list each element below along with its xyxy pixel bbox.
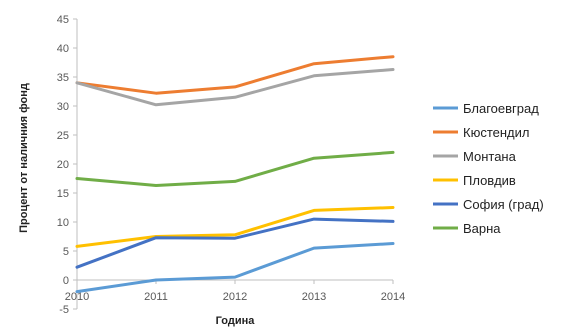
series-lines <box>75 55 395 294</box>
x-tick-label: 2011 <box>144 291 168 303</box>
series-line <box>75 206 395 248</box>
y-tick-label: 15 <box>57 188 69 200</box>
y-tick-label: 5 <box>63 246 69 258</box>
y-axis-tick-labels: -5 0 5 10 15 20 25 30 35 40 45 <box>57 14 69 316</box>
y-tick-label: 20 <box>57 159 69 171</box>
series-line <box>75 242 395 294</box>
y-tick-label: -5 <box>59 304 69 316</box>
series-line <box>75 55 395 95</box>
x-tick-label: 2013 <box>302 291 326 303</box>
series-line <box>75 68 395 107</box>
x-tick-label: 2012 <box>223 291 247 303</box>
axes <box>73 18 394 310</box>
y-tick-label: 0 <box>63 275 69 287</box>
x-axis-tick-labels: 2010 2011 2012 2013 2014 <box>65 291 405 303</box>
y-tick-label: 45 <box>57 14 69 26</box>
series-line <box>75 217 395 269</box>
x-tick-label: 2014 <box>381 291 405 303</box>
legend-label: Варна <box>463 221 501 236</box>
y-tick-label: 35 <box>57 72 69 84</box>
legend-label: София (град) <box>463 197 544 212</box>
y-tick-label: 25 <box>57 130 69 142</box>
y-tick-label: 40 <box>57 43 69 55</box>
y-tick-label: 10 <box>57 217 69 229</box>
x-axis-title: Година <box>216 315 256 327</box>
x-tick-label: 2010 <box>65 291 89 303</box>
legend-label: Монтана <box>463 149 517 164</box>
legend: Благоевград Кюстендил Монтана Пловдив София … <box>433 101 544 236</box>
legend-label: Благоевград <box>463 101 539 116</box>
legend-label: Кюстендил <box>463 125 529 140</box>
y-tick-label: 30 <box>57 101 69 113</box>
series-line <box>75 150 395 187</box>
y-axis-title: Процент от наличния фонд <box>18 83 30 233</box>
legend-label: Пловдив <box>463 173 516 188</box>
